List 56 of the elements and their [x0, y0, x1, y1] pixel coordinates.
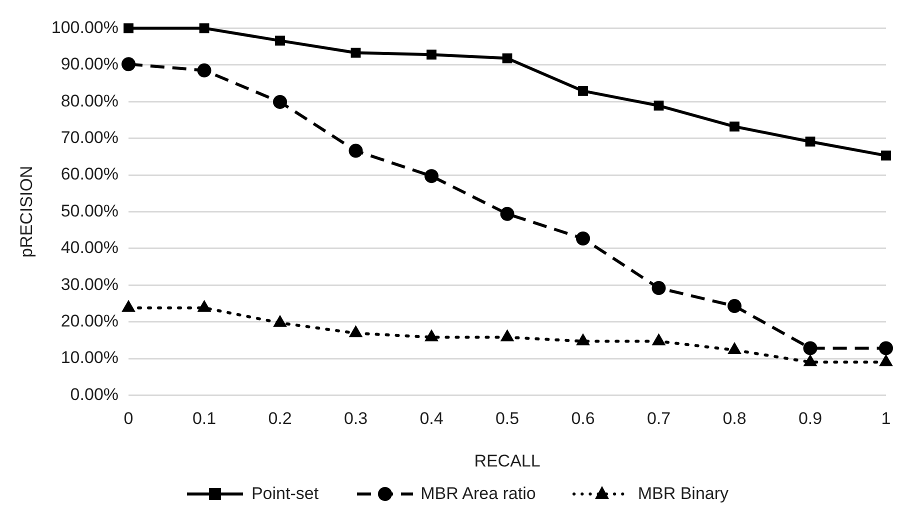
point — [502, 53, 512, 64]
point — [197, 300, 212, 312]
point — [728, 342, 742, 354]
point — [652, 333, 666, 346]
x-tick-label: 1 — [881, 409, 891, 428]
point — [805, 136, 816, 147]
y-tick-label: 90.00% — [60, 54, 119, 74]
point — [424, 169, 439, 184]
point — [881, 150, 891, 160]
x-tick-label: 0.4 — [420, 409, 444, 428]
y-tick-label: 100.00% — [51, 18, 119, 37]
point — [803, 354, 818, 366]
x-tick-label: 0.1 — [192, 409, 216, 428]
point — [275, 36, 285, 46]
point — [348, 144, 363, 158]
x-tick-label: 0.2 — [268, 409, 292, 428]
y-tick-label: 0.00% — [70, 384, 119, 404]
y-axis-title: pRECISION — [16, 166, 36, 258]
point — [578, 86, 588, 96]
y-tick-label: 60.00% — [60, 164, 119, 184]
x-tick-label: 0 — [124, 409, 134, 428]
legend-label: MBR Area ratio — [420, 484, 536, 504]
point — [350, 48, 361, 58]
point — [500, 329, 514, 342]
point — [424, 329, 438, 342]
point — [576, 231, 590, 246]
x-tick-label: 0.5 — [495, 409, 520, 428]
point — [124, 23, 134, 34]
y-tick-label: 80.00% — [60, 91, 119, 110]
point — [879, 354, 893, 366]
point — [500, 206, 514, 221]
y-tick-label: 40.00% — [60, 238, 119, 258]
y-tick-label: 10.00% — [60, 348, 119, 368]
point — [273, 94, 288, 109]
point — [199, 23, 210, 34]
y-tick-label: 30.00% — [60, 274, 119, 294]
point — [122, 57, 136, 72]
point — [122, 300, 136, 312]
point — [273, 314, 287, 327]
y-tick-label: 20.00% — [60, 311, 119, 330]
point — [197, 63, 212, 78]
legend-label: Point-set — [251, 484, 319, 504]
x-tick-label: 0.7 — [646, 409, 671, 428]
y-tick-label: 50.00% — [60, 201, 119, 220]
x-tick-label: 0.3 — [344, 409, 368, 428]
legend-label: MBR Binary — [638, 484, 729, 504]
x-tick-label: 0.9 — [798, 409, 822, 428]
point — [348, 325, 363, 338]
point — [426, 50, 436, 60]
point — [576, 333, 590, 346]
point — [654, 100, 664, 111]
x-tick-label: 0.8 — [722, 409, 746, 428]
x-axis-title: RECALL — [474, 451, 540, 470]
y-tick-label: 70.00% — [60, 128, 119, 147]
x-tick-label: 0.6 — [571, 409, 595, 428]
point — [730, 122, 740, 132]
